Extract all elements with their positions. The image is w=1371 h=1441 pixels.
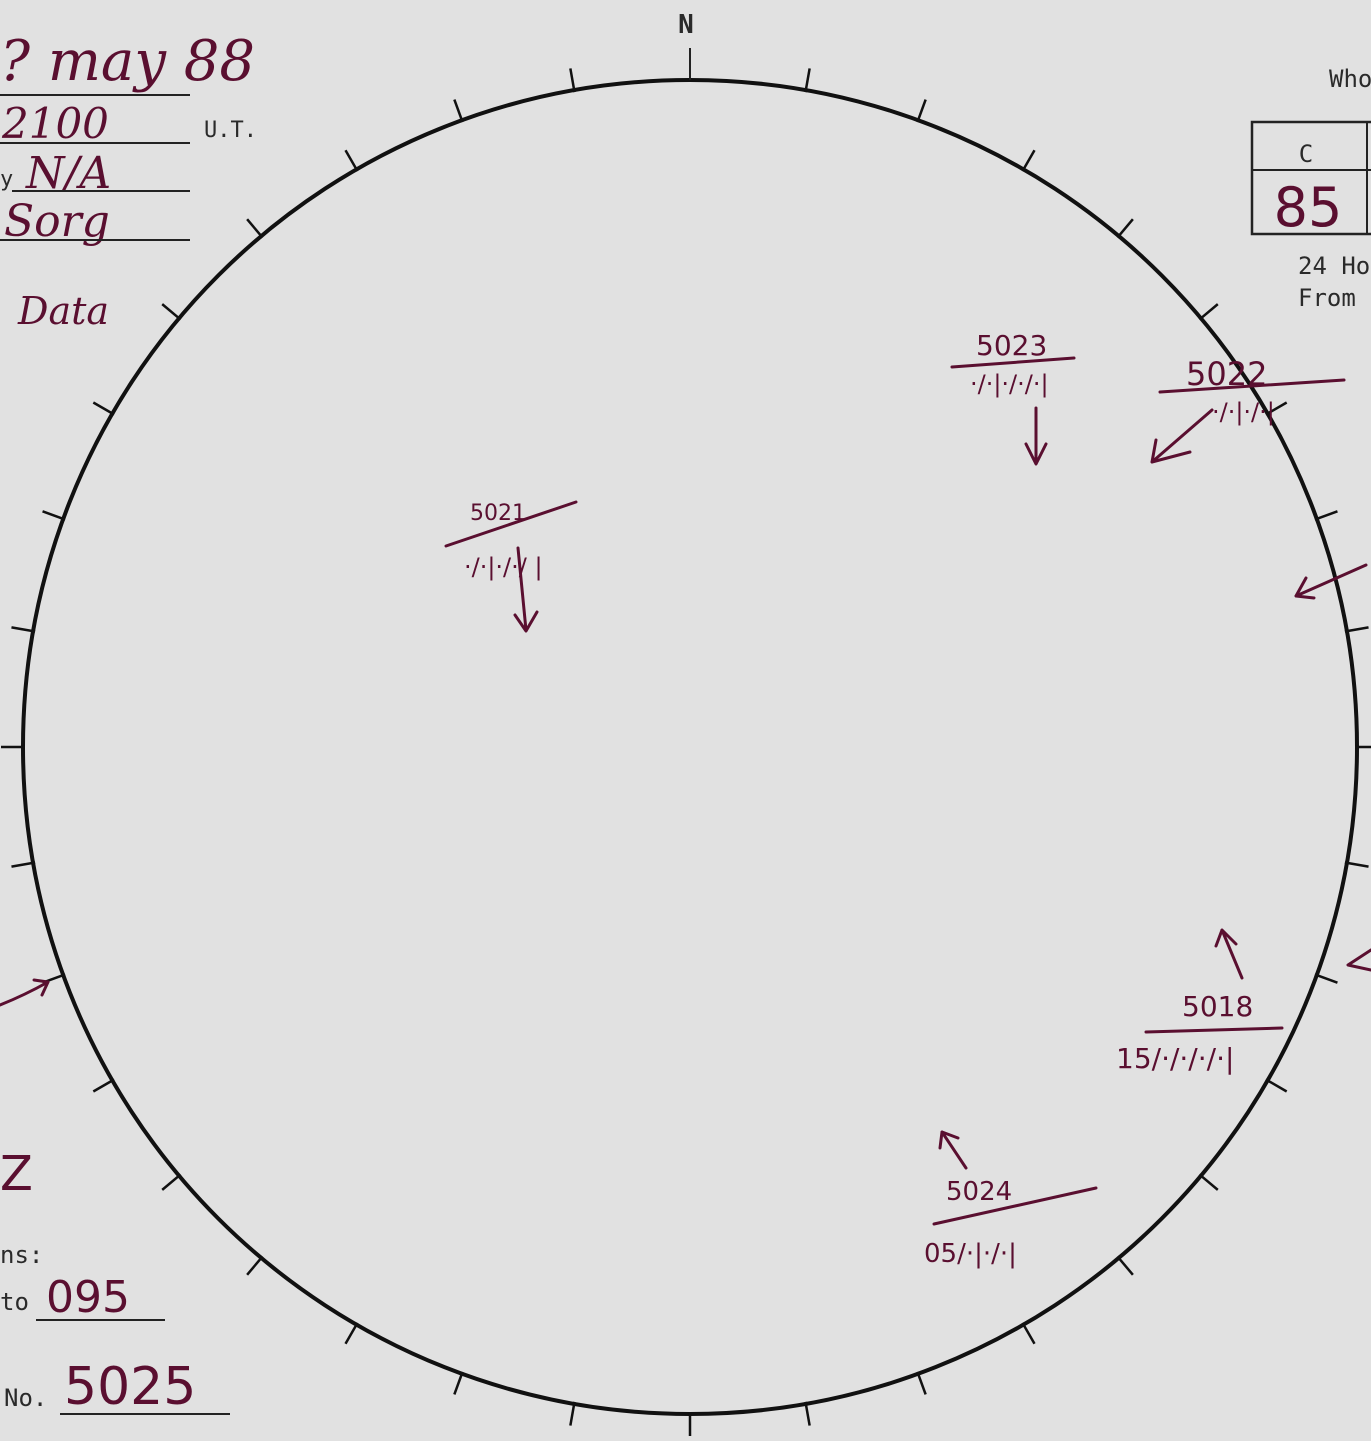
note-line-1: 24 Ho (1298, 252, 1370, 280)
compass-tick (453, 99, 464, 123)
code-table-value: 85 (1274, 176, 1343, 239)
compass-tick (1021, 149, 1036, 172)
z-mark: Z (0, 1146, 33, 1202)
data-label: Data (17, 289, 109, 333)
date-value: ? may 88 (0, 29, 255, 94)
compass-tick (916, 99, 927, 123)
compass-tick (1344, 861, 1369, 868)
by-prefix: y (0, 167, 13, 192)
compass-tick (11, 626, 36, 633)
time-unit: U.T. (204, 118, 257, 143)
edge-arrow-left (0, 978, 50, 1007)
compass-tick (246, 1255, 264, 1276)
compass-tick (92, 1078, 115, 1093)
compass-tick (1198, 303, 1219, 321)
to-value: 095 (46, 1272, 130, 1323)
compass-tick (916, 1371, 927, 1395)
station-5023: 5023 ·/·|·/·/·| (950, 329, 1076, 466)
station-baseline (444, 500, 578, 548)
wind-arrow (1214, 928, 1244, 980)
station-baseline (932, 1186, 1098, 1226)
compass-tick (11, 861, 36, 868)
compass-tick (1344, 626, 1369, 633)
edge-arrow-right-lower (1346, 948, 1371, 972)
compass-tick (569, 68, 576, 93)
compass-tick (92, 401, 115, 416)
code-table (1250, 120, 1371, 236)
no-label: No. (4, 1384, 47, 1412)
observer-value: Sorg (4, 196, 110, 247)
station-baseline (1144, 1026, 1284, 1034)
north-label: N (678, 10, 694, 40)
station-barbs: ·/·|·/·| (1212, 398, 1275, 426)
wind-arrow (938, 1130, 968, 1170)
compass-tick (161, 1173, 182, 1191)
time-value: 2100 (1, 99, 109, 148)
compass-tick (344, 149, 359, 172)
code-table-header: C (1299, 140, 1313, 168)
station-barbs: 05/·|·/·| (924, 1239, 1017, 1269)
compass-tick (1265, 1078, 1288, 1093)
compass-circle (21, 78, 1359, 1416)
who-label: Who (1329, 65, 1371, 93)
wind-arrow (513, 546, 539, 633)
station-baseline (950, 356, 1076, 369)
station-barbs: ·/·|·/·/·| (970, 370, 1049, 398)
station-barbs: 15/·/·/·/·| (1116, 1042, 1234, 1075)
compass-tick (246, 218, 264, 239)
station-barbs: ·/·|·/·/ | (464, 553, 543, 581)
station-id: 5023 (976, 329, 1047, 362)
compass-tick (1314, 510, 1338, 521)
edge-arrow-right-upper (1294, 563, 1368, 600)
compass-tick (804, 68, 811, 93)
compass-tick (1265, 401, 1288, 416)
compass-tick (453, 1371, 464, 1395)
compass-tick (569, 1401, 576, 1426)
compass-tick (1314, 973, 1338, 984)
station-id: 5024 (946, 1177, 1012, 1207)
station-5021: 5021 ·/·|·/·/ | (444, 500, 578, 633)
station-5018: 5018 15/·/·/·/·| (1116, 928, 1284, 1075)
no-value: 5025 (64, 1357, 196, 1417)
compass-tick (344, 1322, 359, 1345)
compass-tick (1198, 1173, 1219, 1191)
compass-ticks (1, 68, 1371, 1436)
station-5022: 5022 ·/·|·/·| (1150, 355, 1346, 464)
ns-label: ns: (0, 1241, 43, 1269)
station-id: 5018 (1182, 990, 1253, 1023)
wind-arrow (1150, 408, 1214, 464)
compass-tick (161, 303, 182, 321)
compass-tick (1116, 218, 1134, 239)
station-5024: 5024 05/·|·/·| (924, 1130, 1098, 1269)
compass-tick (804, 1401, 811, 1426)
to-label: to (0, 1288, 29, 1316)
compass-tick (1116, 1255, 1134, 1276)
wind-arrow (1024, 406, 1048, 466)
compass-tick (1021, 1322, 1036, 1345)
compass-tick (42, 510, 66, 521)
station-baseline (1158, 378, 1346, 394)
note-line-2: From (1298, 284, 1356, 312)
